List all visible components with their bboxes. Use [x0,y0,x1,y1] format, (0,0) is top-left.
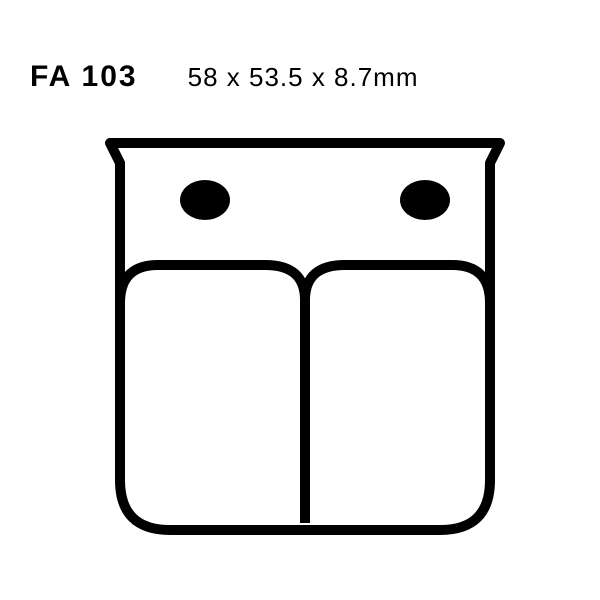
header-row: FA 103 58 x 53.5 x 8.7mm [30,60,419,94]
dimensions-label: 58 x 53.5 x 8.7mm [188,62,419,93]
brake-pad-diagram [90,125,520,540]
brake-pad-svg [90,125,520,540]
part-number-label: FA 103 [30,60,138,94]
